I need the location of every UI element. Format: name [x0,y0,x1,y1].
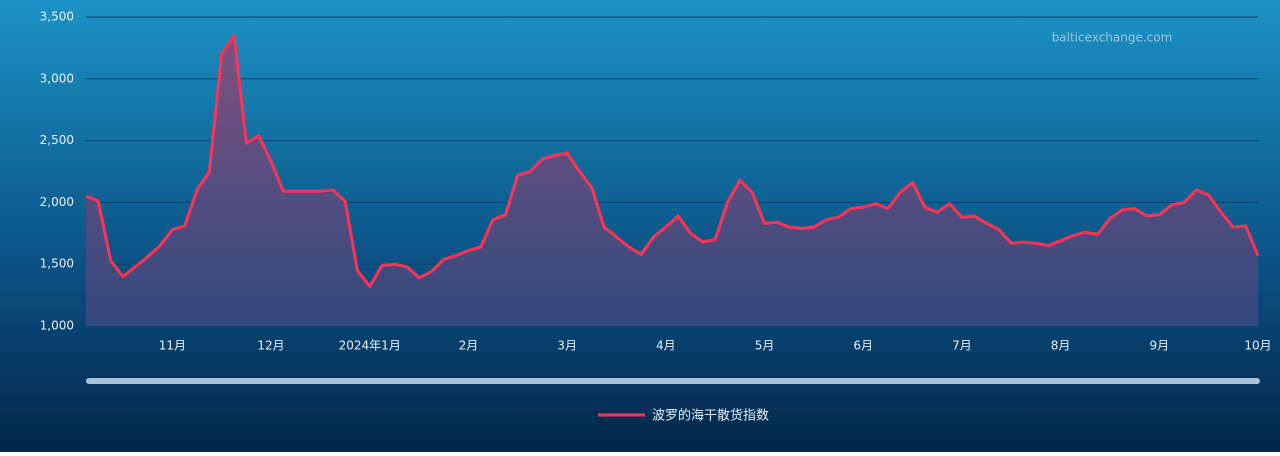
legend-label[interactable]: 波罗的海干散货指数 [652,408,769,424]
x-tick-label: 6月 [853,339,873,353]
x-tick-label: 4月 [656,339,676,353]
plot: 1,000 1,500 2,000 2,500 3,000 3,500 11月 12月 2024… [40,10,1272,353]
y-tick-label: 3,500 [40,10,74,24]
y-tick-label: 3,000 [40,71,74,85]
source-watermark: balticexchange.com [1052,31,1173,45]
x-tick-label: 12月 [257,339,284,353]
x-tick-label: 2月 [459,339,479,353]
y-tick-label: 2,000 [40,195,74,209]
x-tick-label: 11月 [159,339,186,353]
x-tick-label: 8月 [1051,339,1071,353]
y-tick-label: 1,000 [40,319,74,333]
x-tick-label: 9月 [1149,339,1169,353]
y-tick-label: 2,500 [40,133,74,147]
x-tick-label: 7月 [952,339,972,353]
line [85,34,1260,288]
x-tick-label: 3月 [557,339,577,353]
area-fill [86,35,1258,326]
x-tick-label: 5月 [755,339,775,353]
scrollbar[interactable] [86,378,1260,384]
y-tick-label: 1,500 [40,257,74,271]
x-tick-label: 2024年1月 [339,339,401,353]
x-tick-label: 10月 [1244,339,1271,353]
